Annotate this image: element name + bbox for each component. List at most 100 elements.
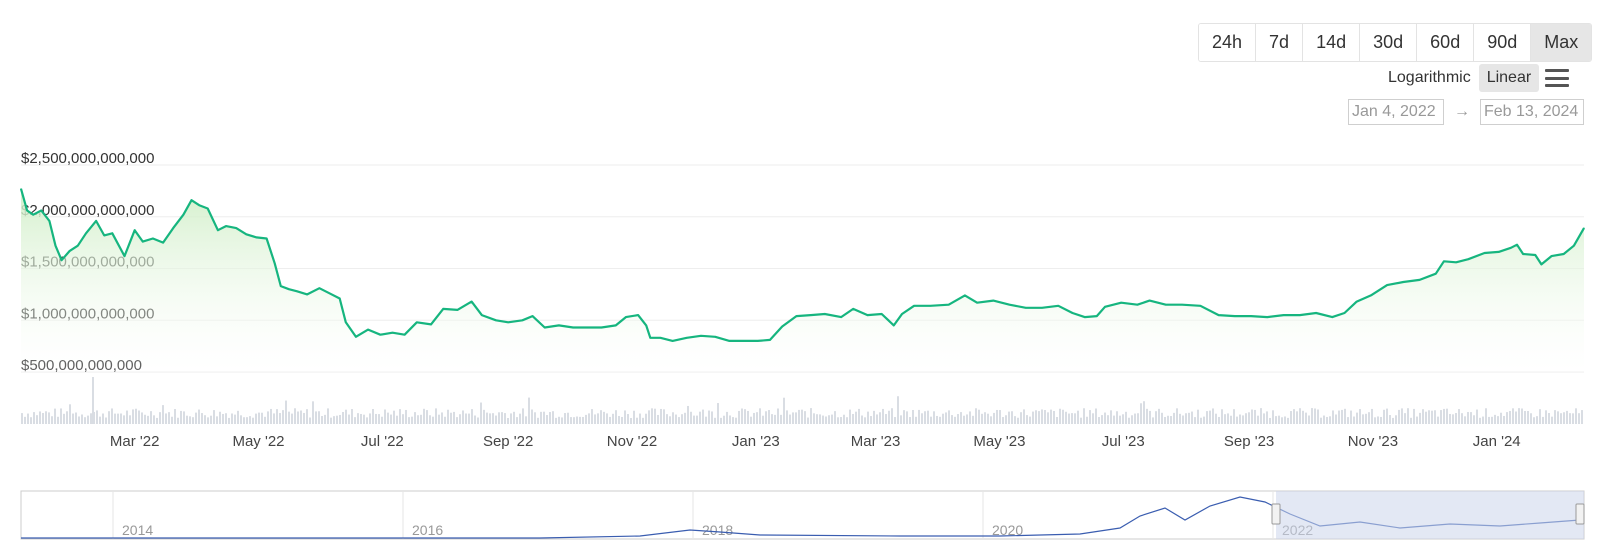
data-point <box>976 302 978 304</box>
navigator-handle[interactable] <box>1271 503 1281 525</box>
date-to-input[interactable] <box>1480 99 1584 125</box>
volume-bar <box>918 409 920 424</box>
volume-bar <box>1284 416 1286 424</box>
volume-bar <box>813 413 815 424</box>
range-button-60d[interactable]: 60d <box>1417 24 1475 61</box>
volume-bar <box>666 414 668 424</box>
data-point <box>69 250 71 252</box>
volume-bar <box>687 405 689 424</box>
data-point <box>142 240 144 243</box>
linear-button[interactable]: Linear <box>1478 64 1540 92</box>
volume-bar <box>642 417 644 424</box>
range-button-max[interactable]: Max <box>1531 24 1592 61</box>
data-point <box>32 214 34 216</box>
data-point <box>728 340 731 342</box>
volume-bar <box>933 411 935 424</box>
volume-bar <box>825 416 827 424</box>
volume-bar <box>1170 416 1172 424</box>
range-button-90d[interactable]: 90d <box>1474 24 1532 61</box>
volume-bar <box>1032 411 1034 424</box>
volume-bar <box>885 414 887 424</box>
navigator-year-label: 2014 <box>122 522 153 538</box>
hamburger-menu-icon[interactable] <box>1545 67 1570 89</box>
volume-bar <box>546 415 548 424</box>
volume-bar <box>1065 411 1067 424</box>
volume-bar <box>1101 415 1103 424</box>
volume-bar <box>471 409 473 424</box>
data-point <box>769 339 771 341</box>
volume-bar <box>1446 408 1448 424</box>
range-button-7d[interactable]: 7d <box>1256 24 1304 61</box>
volume-bar <box>999 410 1001 424</box>
navigator-selection[interactable] <box>1276 491 1584 539</box>
volume-bar <box>63 413 65 424</box>
data-point <box>1149 299 1151 302</box>
volume-bar <box>114 413 116 424</box>
data-point <box>600 326 603 329</box>
volume-bar <box>1461 413 1463 424</box>
data-point <box>442 308 444 310</box>
range-button-30d[interactable]: 30d <box>1360 24 1418 61</box>
volume-bar <box>210 415 212 424</box>
volume-bar <box>597 413 599 424</box>
data-point <box>1418 279 1421 281</box>
date-from-input[interactable] <box>1348 99 1444 125</box>
volume-bar <box>1485 408 1487 424</box>
volume-bar <box>948 410 950 424</box>
volume-bar <box>507 417 509 424</box>
volume-bar <box>978 409 980 424</box>
data-point <box>913 305 915 307</box>
data-point <box>245 233 247 235</box>
volume-bar <box>1332 410 1334 424</box>
volume-bar <box>1089 410 1091 424</box>
volume-bar <box>615 410 617 424</box>
volume-bar <box>402 414 404 424</box>
navigator-handle[interactable] <box>1575 503 1585 525</box>
range-button-14d[interactable]: 14d <box>1303 24 1361 61</box>
volume-bar <box>951 415 953 424</box>
volume-bar <box>1023 409 1025 424</box>
volume-bar <box>1164 416 1166 424</box>
market-cap-chart[interactable]: $2,500,000,000,000$2,000,000,000,000$1,5… <box>0 140 1605 470</box>
volume-bar <box>489 413 491 424</box>
volume-bar <box>738 410 740 424</box>
data-point <box>901 313 903 315</box>
logarithmic-button[interactable]: Logarithmic <box>1388 69 1471 86</box>
volume-bar <box>315 411 317 424</box>
volume-bar <box>1350 410 1352 424</box>
volume-bar <box>1533 417 1535 424</box>
volume-bar <box>1203 416 1205 424</box>
volume-bar <box>1431 410 1433 424</box>
volume-bar <box>1263 413 1265 424</box>
volume-bar <box>621 416 623 424</box>
volume-bar <box>282 410 284 424</box>
volume-bar <box>1566 410 1568 424</box>
data-point <box>686 337 688 339</box>
volume-bar <box>762 415 764 424</box>
volume-bar <box>1095 408 1097 424</box>
data-point <box>1370 294 1372 297</box>
data-point <box>781 325 783 328</box>
data-point <box>1104 306 1106 308</box>
volume-bar <box>90 413 92 424</box>
data-point <box>54 245 57 247</box>
volume-bar <box>204 415 206 424</box>
volume-bar <box>261 412 263 424</box>
volume-bar <box>912 410 914 424</box>
volume-bar <box>702 409 704 424</box>
volume-bar <box>450 412 452 424</box>
volume-bar <box>849 409 851 424</box>
data-point <box>1071 312 1074 314</box>
volume-bar <box>1404 413 1406 424</box>
volume-bar <box>1128 417 1130 424</box>
y-tick-label: $2,500,000,000,000 <box>21 150 154 167</box>
volume-bar <box>1251 409 1253 424</box>
x-tick-label: Mar '23 <box>851 433 901 450</box>
volume-bar <box>1275 416 1277 424</box>
navigator-chart[interactable]: 20142016201820202022 <box>0 490 1605 550</box>
data-point <box>190 199 193 201</box>
volume-bar <box>1290 411 1292 424</box>
volume-bar <box>135 408 137 424</box>
range-button-24h[interactable]: 24h <box>1199 24 1257 61</box>
data-point <box>345 321 347 323</box>
